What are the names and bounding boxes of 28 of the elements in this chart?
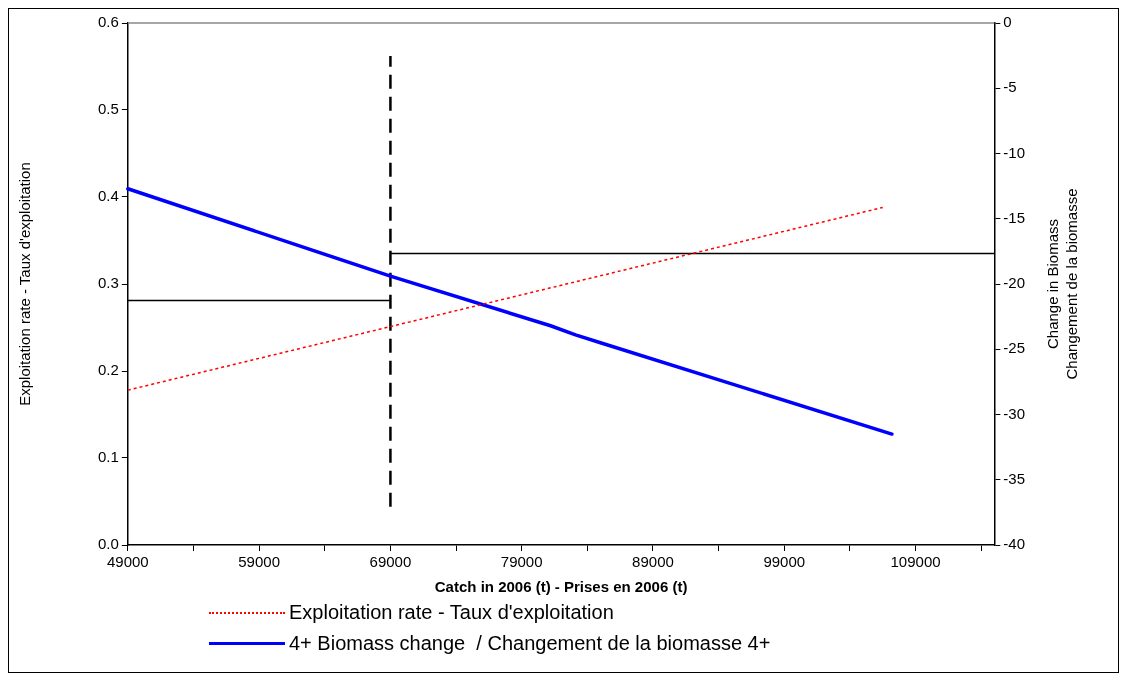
y2-tick-label: -5	[1003, 78, 1017, 96]
y-tick-label: 0.3	[97, 274, 119, 292]
y2-tick-label: -25	[1003, 339, 1026, 357]
legend-label: Exploitation rate - Taux d'exploitation	[289, 601, 614, 624]
y-tick-label: 0.5	[97, 100, 119, 118]
y2-tick-label: -20	[1003, 274, 1026, 292]
y2-tick-label: -15	[1003, 208, 1026, 226]
y-tick-label: 0.1	[97, 448, 119, 466]
y-axis-title: Exploitation rate - Taux d'exploitation	[16, 162, 34, 406]
y2-tick-label: -40	[1003, 535, 1026, 553]
x-tick-label: 59000	[238, 553, 280, 571]
x-tick-label: 109000	[890, 553, 941, 571]
y-tick-label: 0.0	[97, 535, 119, 553]
y2-tick-label: -10	[1003, 143, 1026, 161]
y2-tick-label: -30	[1003, 404, 1026, 422]
y-tick-label: 0.2	[97, 361, 119, 379]
y2-tick-label: 0	[1003, 13, 1012, 31]
x-tick-label: 99000	[763, 553, 806, 571]
y-tick-label: 0.6	[97, 13, 119, 31]
x-tick-label: 79000	[500, 553, 543, 571]
y2-axis-title: Change in Biomass Changement de la biomasse	[1043, 188, 1080, 380]
x-tick-label: 49000	[106, 553, 149, 571]
x-tick-label: 89000	[632, 553, 674, 571]
x-axis-title: Catch in 2006 (t) - Prises en 2006 (t)	[434, 578, 688, 596]
y2-tick-label: -35	[1003, 469, 1026, 487]
y-tick-label: 0.4	[97, 187, 119, 205]
x-tick-label: 69000	[369, 553, 412, 571]
legend-label: 4+ Biomass change / Changement de la biomasse 4+	[289, 632, 771, 655]
